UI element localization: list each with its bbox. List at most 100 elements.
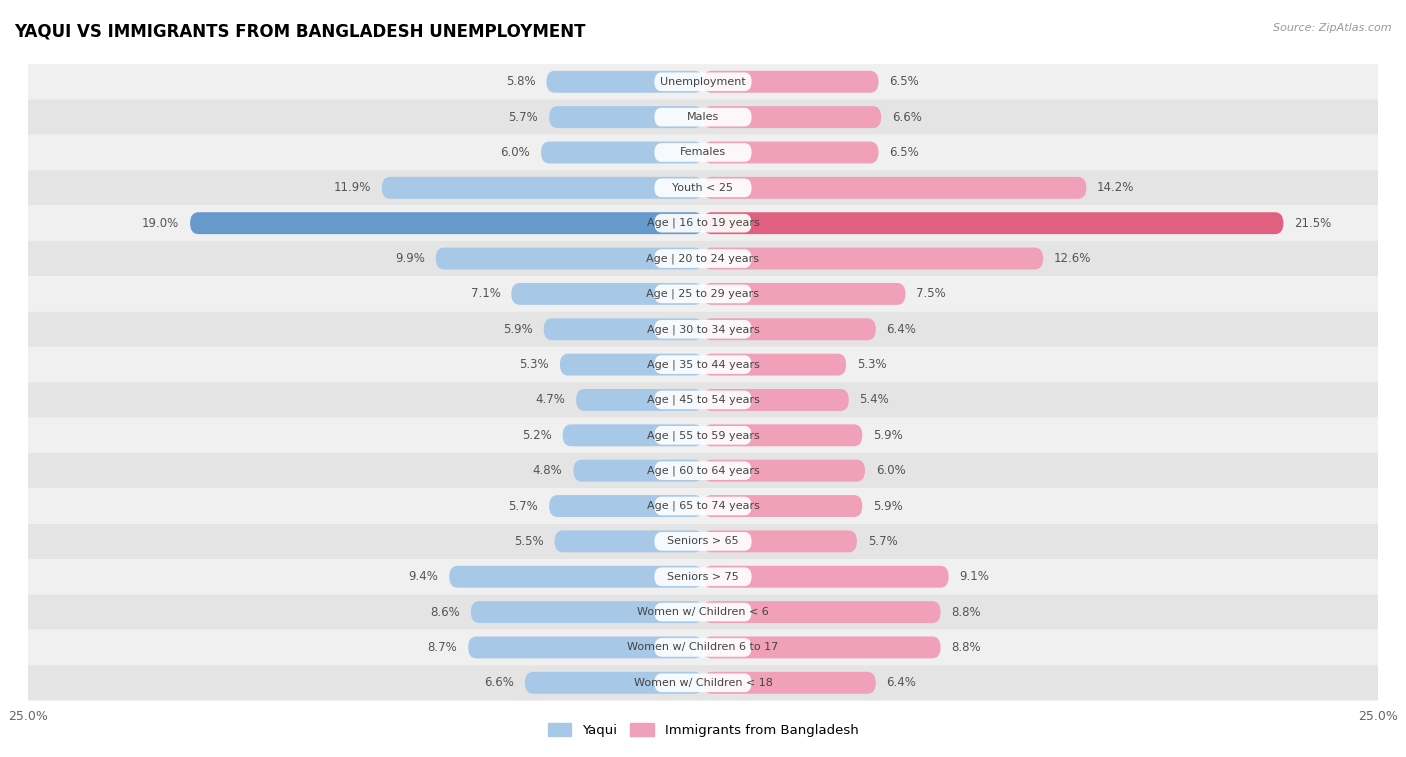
Text: 5.9%: 5.9% [873, 500, 903, 512]
Text: 5.8%: 5.8% [506, 75, 536, 89]
Text: 8.8%: 8.8% [952, 641, 981, 654]
FancyBboxPatch shape [703, 142, 879, 164]
FancyBboxPatch shape [14, 276, 1392, 312]
FancyBboxPatch shape [14, 312, 1392, 347]
FancyBboxPatch shape [468, 637, 703, 659]
Text: Age | 25 to 29 years: Age | 25 to 29 years [647, 288, 759, 299]
Text: 8.8%: 8.8% [952, 606, 981, 618]
FancyBboxPatch shape [382, 177, 703, 199]
FancyBboxPatch shape [14, 594, 1392, 630]
Text: Unemployment: Unemployment [661, 76, 745, 87]
FancyBboxPatch shape [703, 212, 1284, 234]
Text: YAQUI VS IMMIGRANTS FROM BANGLADESH UNEMPLOYMENT: YAQUI VS IMMIGRANTS FROM BANGLADESH UNEM… [14, 23, 585, 41]
Text: Women w/ Children 6 to 17: Women w/ Children 6 to 17 [627, 643, 779, 653]
FancyBboxPatch shape [703, 283, 905, 305]
Text: 6.4%: 6.4% [887, 676, 917, 690]
Text: 5.9%: 5.9% [873, 428, 903, 442]
Text: 9.1%: 9.1% [959, 570, 990, 583]
FancyBboxPatch shape [550, 106, 703, 128]
FancyBboxPatch shape [703, 71, 879, 93]
FancyBboxPatch shape [703, 637, 941, 659]
Text: Age | 60 to 64 years: Age | 60 to 64 years [647, 466, 759, 476]
Text: Males: Males [688, 112, 718, 122]
Text: 6.5%: 6.5% [889, 75, 920, 89]
Text: 5.7%: 5.7% [509, 111, 538, 123]
FancyBboxPatch shape [654, 426, 752, 444]
FancyBboxPatch shape [14, 99, 1392, 135]
FancyBboxPatch shape [654, 320, 752, 338]
FancyBboxPatch shape [544, 318, 703, 340]
FancyBboxPatch shape [471, 601, 703, 623]
Text: Age | 16 to 19 years: Age | 16 to 19 years [647, 218, 759, 229]
Text: 7.5%: 7.5% [917, 288, 946, 301]
FancyBboxPatch shape [654, 214, 752, 232]
FancyBboxPatch shape [703, 318, 876, 340]
FancyBboxPatch shape [703, 106, 882, 128]
Text: 12.6%: 12.6% [1054, 252, 1091, 265]
FancyBboxPatch shape [560, 354, 703, 375]
Text: 5.4%: 5.4% [859, 394, 890, 407]
FancyBboxPatch shape [654, 674, 752, 692]
Text: 5.3%: 5.3% [856, 358, 887, 371]
FancyBboxPatch shape [512, 283, 703, 305]
FancyBboxPatch shape [654, 143, 752, 162]
FancyBboxPatch shape [654, 249, 752, 268]
Text: Age | 35 to 44 years: Age | 35 to 44 years [647, 360, 759, 370]
Text: 11.9%: 11.9% [333, 182, 371, 195]
Text: Age | 30 to 34 years: Age | 30 to 34 years [647, 324, 759, 335]
FancyBboxPatch shape [654, 603, 752, 621]
FancyBboxPatch shape [654, 532, 752, 550]
Legend: Yaqui, Immigrants from Bangladesh: Yaqui, Immigrants from Bangladesh [543, 718, 863, 743]
FancyBboxPatch shape [654, 568, 752, 586]
Text: 21.5%: 21.5% [1294, 217, 1331, 229]
FancyBboxPatch shape [14, 382, 1392, 418]
FancyBboxPatch shape [703, 354, 846, 375]
FancyBboxPatch shape [14, 630, 1392, 665]
Text: 5.3%: 5.3% [519, 358, 550, 371]
FancyBboxPatch shape [703, 177, 1087, 199]
FancyBboxPatch shape [14, 205, 1392, 241]
Text: 6.5%: 6.5% [889, 146, 920, 159]
Text: Seniors > 75: Seniors > 75 [666, 572, 740, 581]
Text: 4.7%: 4.7% [536, 394, 565, 407]
Text: Age | 55 to 59 years: Age | 55 to 59 years [647, 430, 759, 441]
Text: 9.4%: 9.4% [409, 570, 439, 583]
FancyBboxPatch shape [703, 565, 949, 587]
Text: 5.9%: 5.9% [503, 322, 533, 336]
Text: Age | 65 to 74 years: Age | 65 to 74 years [647, 501, 759, 511]
FancyBboxPatch shape [703, 531, 856, 553]
FancyBboxPatch shape [550, 495, 703, 517]
Text: 19.0%: 19.0% [142, 217, 180, 229]
FancyBboxPatch shape [554, 531, 703, 553]
FancyBboxPatch shape [14, 135, 1392, 170]
FancyBboxPatch shape [524, 672, 703, 693]
Text: 6.6%: 6.6% [891, 111, 922, 123]
FancyBboxPatch shape [541, 142, 703, 164]
Text: 8.6%: 8.6% [430, 606, 460, 618]
FancyBboxPatch shape [436, 248, 703, 269]
FancyBboxPatch shape [14, 488, 1392, 524]
FancyBboxPatch shape [190, 212, 703, 234]
FancyBboxPatch shape [654, 355, 752, 374]
FancyBboxPatch shape [654, 391, 752, 410]
Text: 9.9%: 9.9% [395, 252, 425, 265]
Text: 5.7%: 5.7% [868, 535, 897, 548]
FancyBboxPatch shape [654, 638, 752, 657]
FancyBboxPatch shape [703, 425, 862, 447]
FancyBboxPatch shape [562, 425, 703, 447]
Text: 6.0%: 6.0% [876, 464, 905, 477]
FancyBboxPatch shape [654, 461, 752, 480]
Text: Age | 20 to 24 years: Age | 20 to 24 years [647, 254, 759, 263]
FancyBboxPatch shape [654, 285, 752, 304]
FancyBboxPatch shape [703, 672, 876, 693]
FancyBboxPatch shape [703, 248, 1043, 269]
Text: 7.1%: 7.1% [471, 288, 501, 301]
FancyBboxPatch shape [14, 453, 1392, 488]
Text: 4.8%: 4.8% [533, 464, 562, 477]
FancyBboxPatch shape [574, 459, 703, 481]
FancyBboxPatch shape [576, 389, 703, 411]
Text: Women w/ Children < 18: Women w/ Children < 18 [634, 678, 772, 688]
FancyBboxPatch shape [14, 418, 1392, 453]
FancyBboxPatch shape [654, 497, 752, 516]
Text: Seniors > 65: Seniors > 65 [668, 537, 738, 547]
